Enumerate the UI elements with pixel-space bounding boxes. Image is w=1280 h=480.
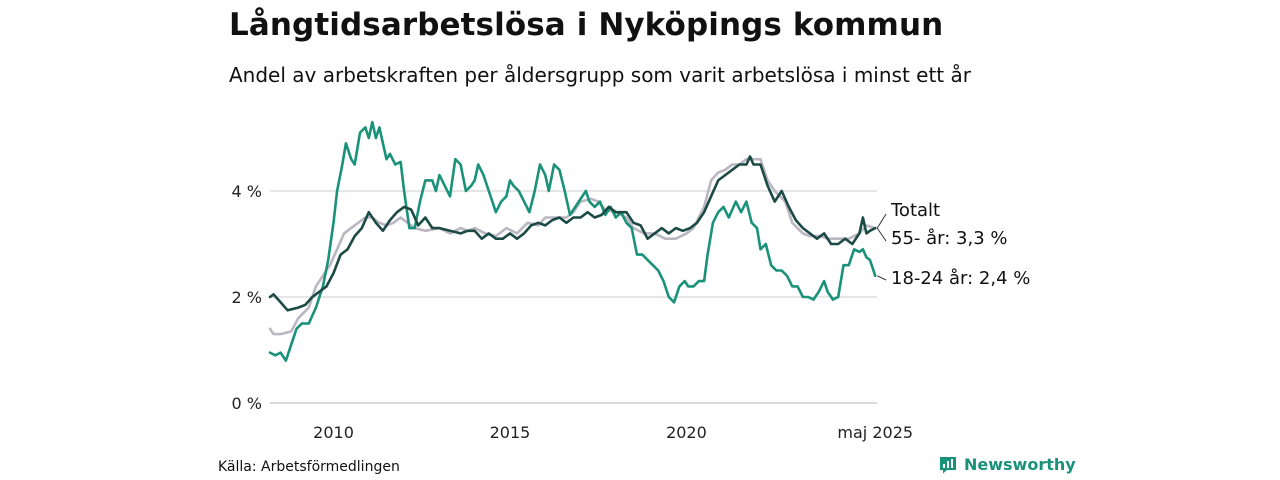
- chart-subtitle: Andel av arbetskraften per åldersgrupp s…: [229, 63, 971, 87]
- y-tick-label: 4 %: [232, 182, 262, 201]
- series-line-2: [268, 120, 877, 362]
- source-note: Källa: Arbetsförmedlingen: [218, 459, 400, 475]
- series-end-label: 18-24 år: 2,4 %: [891, 268, 1030, 289]
- series-line-0: [268, 157, 877, 336]
- y-axis-ticks: 0 % 2 % 4 %: [232, 182, 262, 413]
- x-tick-label: 2015: [490, 423, 531, 442]
- series-end-label: 55- år: 3,3 %: [891, 228, 1007, 249]
- series-line-1: [268, 155, 877, 312]
- series-end-label: Totalt: [890, 200, 940, 221]
- end-labels: Totalt 55- år: 3,3 % 18-24 år: 2,4 %: [876, 200, 1030, 289]
- leader-line: [877, 275, 887, 281]
- y-tick-label: 0 %: [232, 394, 262, 413]
- brand-logo[interactable]: Newsworthy: [939, 455, 1076, 474]
- brand-name: Newsworthy: [964, 455, 1076, 474]
- chart-title: Långtidsarbetslösa i Nyköpings kommun: [229, 7, 944, 43]
- x-tick-label: 2020: [666, 423, 707, 442]
- x-tick-label: 2010: [313, 423, 354, 442]
- series-lines: [268, 120, 877, 362]
- gridlines: [270, 190, 877, 404]
- x-axis-ticks: 2010 2015 2020 maj 2025: [313, 423, 913, 442]
- x-tick-label: maj 2025: [837, 423, 913, 442]
- leader-line: [876, 227, 887, 242]
- leader-line: [876, 213, 887, 229]
- bar-chart-speech-icon: [940, 456, 956, 473]
- y-tick-label: 2 %: [232, 288, 262, 307]
